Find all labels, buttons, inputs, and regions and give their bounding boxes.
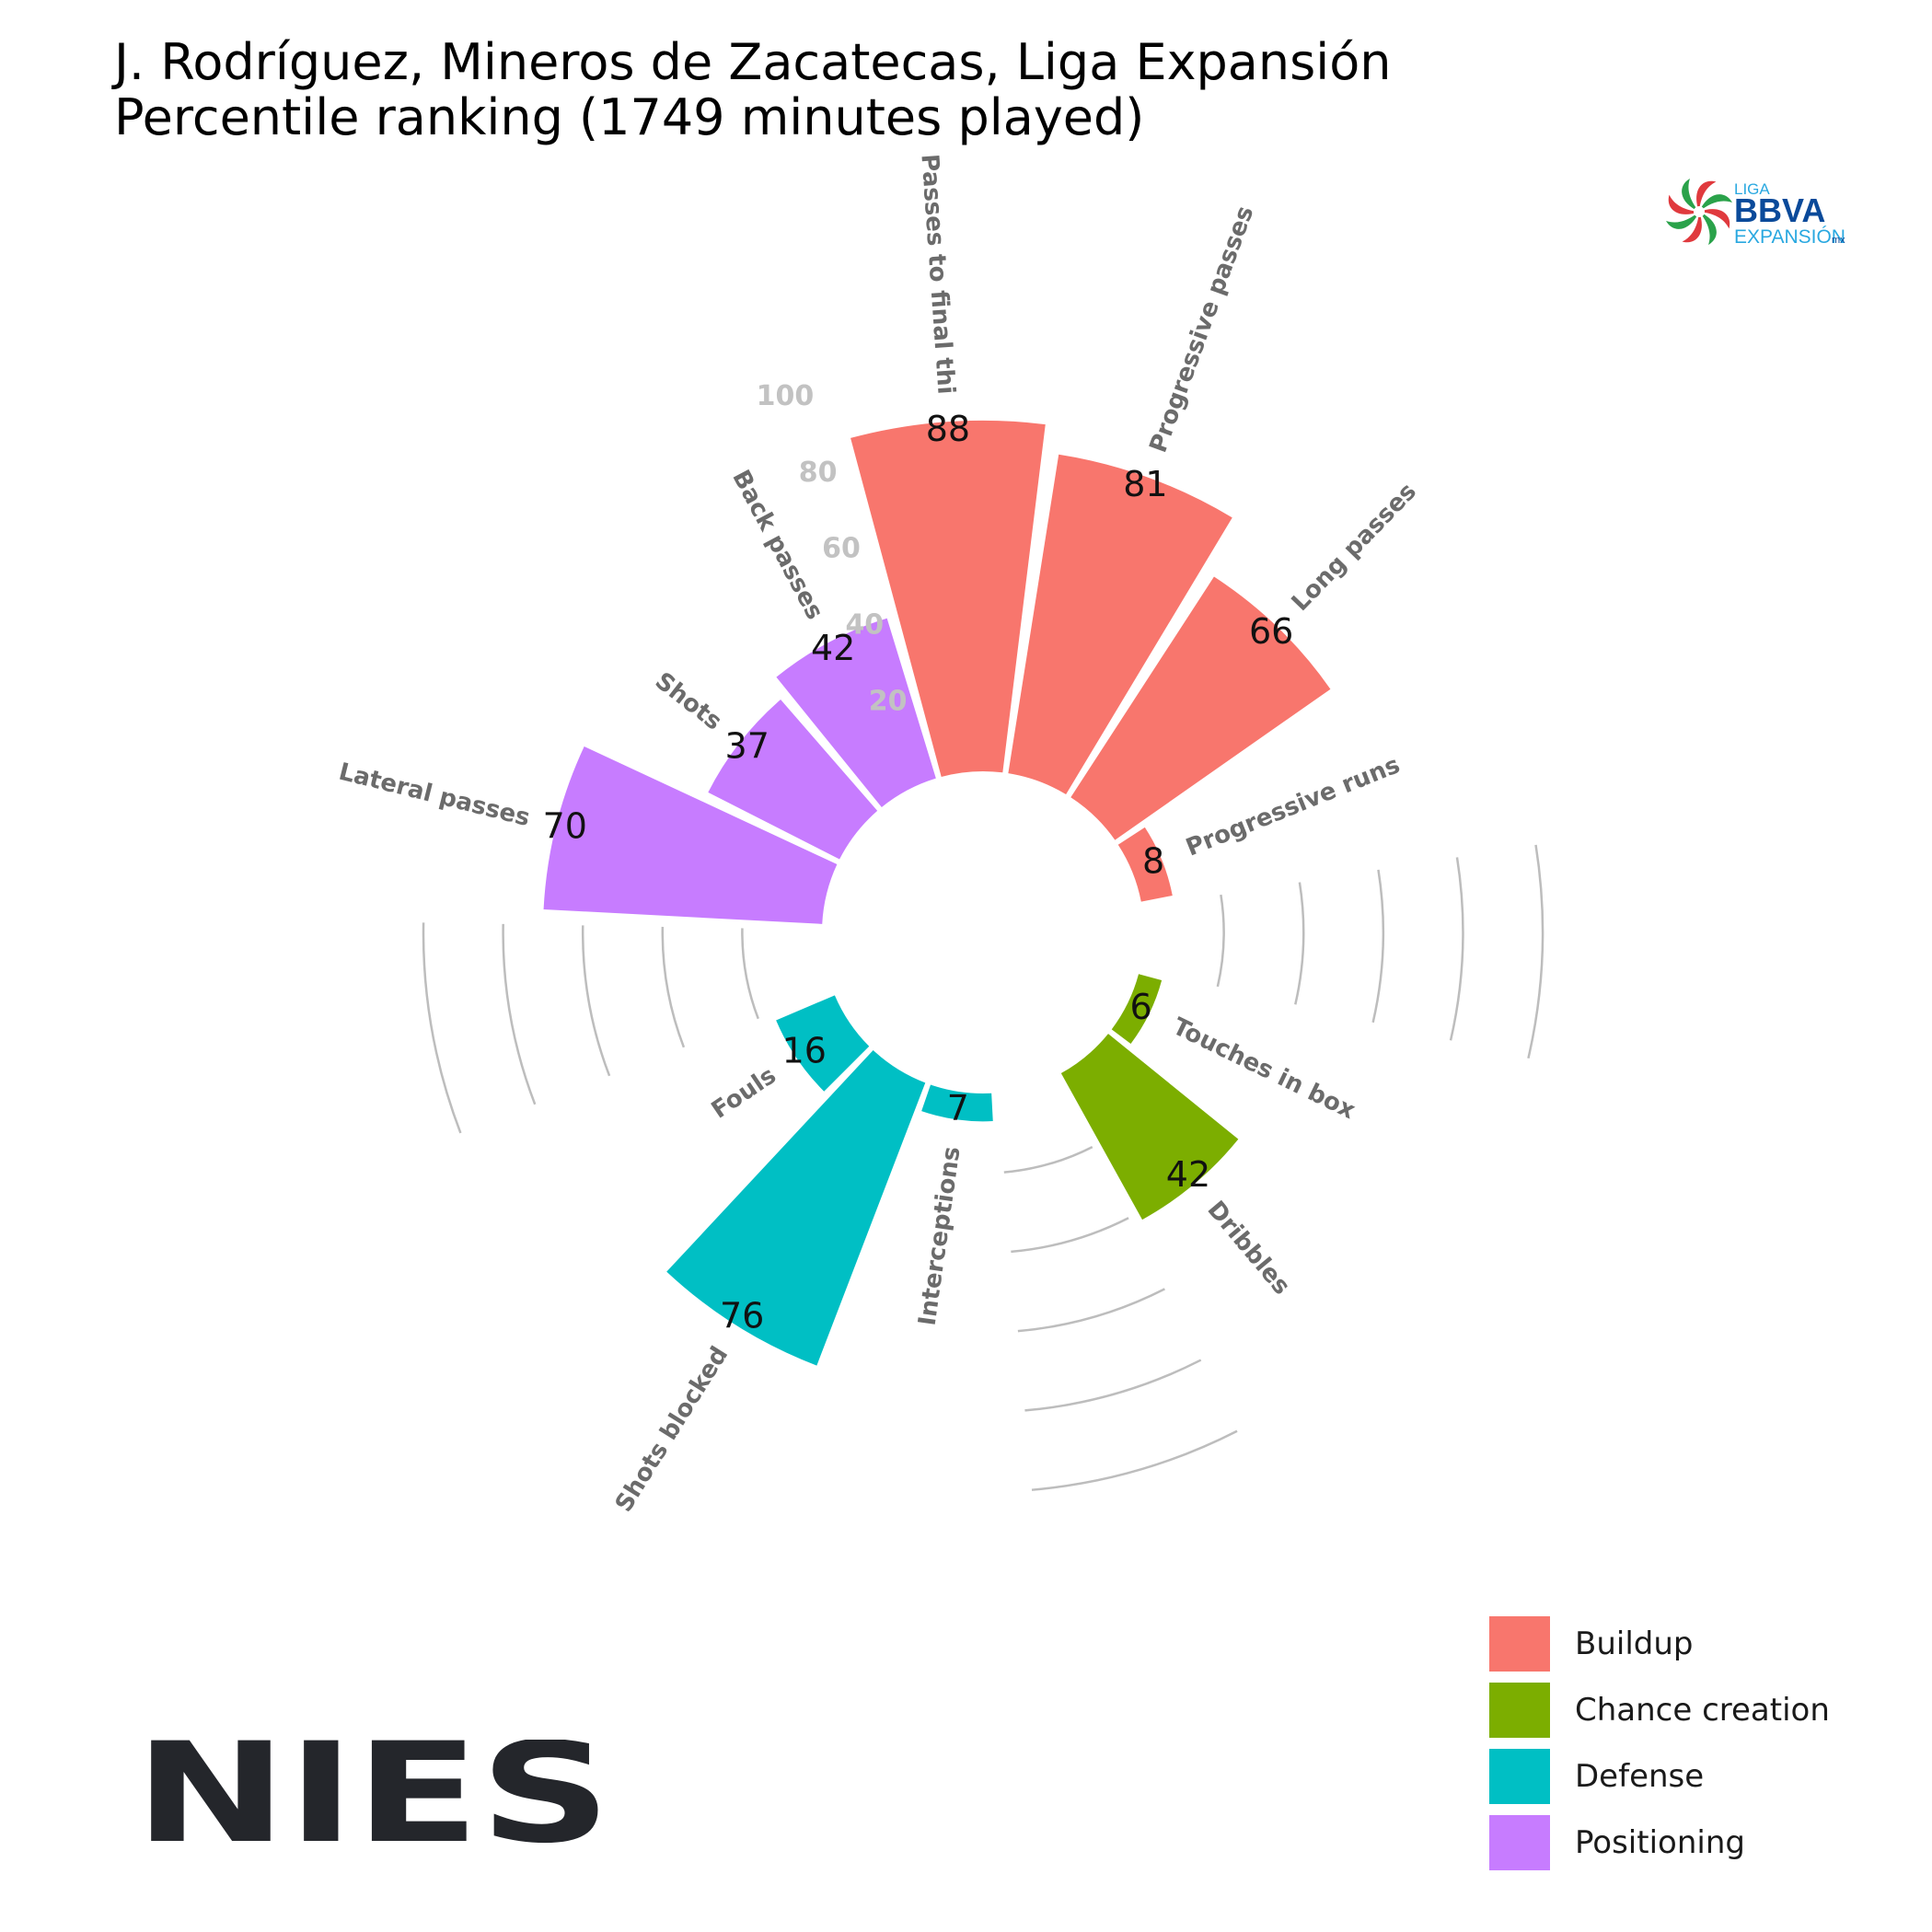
scale-ring-arc <box>1017 1288 1165 1333</box>
value-label-dribbles: 42 <box>1166 1154 1210 1195</box>
scale-tick-80: 80 <box>799 457 838 489</box>
bar-long-passes <box>1070 576 1331 840</box>
legend-label: Defense <box>1575 1758 1705 1795</box>
value-label-passes-to-final-thi: 88 <box>926 409 970 449</box>
bar-shots-blocked <box>666 1049 926 1366</box>
legend-item-chance-creation: Chance creation <box>1489 1683 1876 1743</box>
scale-ring-arc <box>661 926 686 1048</box>
legend-swatch <box>1489 1616 1550 1672</box>
scale-ring-arc <box>1371 869 1385 1024</box>
metric-label-shots: Shots <box>650 667 727 736</box>
league-logo-line3: EXPANSIÓN <box>1734 226 1845 248</box>
value-label-lateral-passes: 70 <box>543 805 587 846</box>
chart-title-line2: Percentile ranking (1749 minutes played) <box>114 88 1145 146</box>
scale-tick-20: 20 <box>869 685 908 717</box>
chart-title: J. Rodríguez, Mineros de Zacatecas, Liga… <box>114 35 1392 145</box>
bar-passes-to-final-thi <box>850 420 1046 777</box>
league-logo-suffix: mx <box>1832 235 1845 246</box>
value-label-interceptions: 7 <box>947 1088 969 1128</box>
bars <box>543 420 1331 1366</box>
value-label-progressive-runs: 8 <box>1142 841 1164 882</box>
value-label-shots-blocked: 76 <box>720 1296 764 1336</box>
metric-label-progressive-passes: Progressive passes <box>1145 202 1260 457</box>
bar-shots <box>708 700 878 860</box>
scale-tick-40: 40 <box>845 609 884 642</box>
value-label-long-passes: 66 <box>1249 611 1293 652</box>
bar-back-passes <box>776 618 936 807</box>
scale-ring-arc <box>1024 1359 1202 1412</box>
scale-ring-arc <box>582 925 611 1077</box>
metric-labels: Passes to final thi Progressive passesLon… <box>336 153 1422 1517</box>
bar-lateral-passes <box>543 746 838 924</box>
legend-label: Chance creation <box>1575 1692 1830 1729</box>
scale-ring-arc <box>1294 882 1305 1005</box>
scale-ring-arc <box>1449 857 1464 1041</box>
bar-touches-in-box <box>1111 974 1163 1044</box>
bar-interceptions <box>921 1084 993 1122</box>
brand-logo-text: NIES <box>134 1740 611 1850</box>
chart-title-line1: J. Rodríguez, Mineros de Zacatecas, Liga… <box>114 33 1392 91</box>
value-label-progressive-passes: 81 <box>1123 464 1167 504</box>
metric-label-passes-to-final-thi: Passes to final thi <box>915 153 959 395</box>
league-logo-line1: LIGA <box>1734 180 1770 198</box>
legend-swatch <box>1489 1815 1550 1870</box>
league-logo-emblem <box>1666 179 1732 245</box>
metric-label-shots-blocked: Shots blocked <box>610 1342 734 1517</box>
scale-ring-arc <box>1031 1429 1238 1491</box>
scale-ring-arc <box>502 923 537 1105</box>
legend-item-defense: Defense <box>1489 1749 1876 1810</box>
metric-label-interceptions: Interceptions <box>914 1145 966 1327</box>
metric-label-fouls: Fouls <box>707 1062 781 1125</box>
legend-swatch <box>1489 1749 1550 1804</box>
scale-ring-arc <box>741 928 759 1020</box>
league-logo: LIGA BBVA EXPANSIÓN mx <box>1666 179 1845 248</box>
scale-rings <box>422 844 1544 1491</box>
value-label-touches-in-box: 6 <box>1130 987 1152 1027</box>
scale-tick-labels: 20 40 60 80 100 <box>757 380 908 717</box>
bar-progressive-runs <box>1117 827 1173 902</box>
legend-item-buildup: Buildup <box>1489 1616 1876 1677</box>
metric-label-lateral-passes: Lateral passes <box>336 758 533 833</box>
metric-label-long-passes: Long passes <box>1287 478 1422 617</box>
value-label-shots: 37 <box>725 725 769 766</box>
value-labels: 88 81 66 8 6 42 7 76 16 70 37 42 <box>543 409 1294 1336</box>
metric-label-back-passes: Back passes <box>726 466 828 624</box>
scale-ring-arc <box>1527 844 1544 1059</box>
legend-swatch <box>1489 1683 1550 1738</box>
bar-fouls <box>776 995 870 1092</box>
brand-logo: NIES <box>134 1740 611 1850</box>
scale-ring-arc <box>1003 1145 1093 1174</box>
value-label-fouls: 16 <box>782 1031 827 1071</box>
legend-label: Positioning <box>1575 1824 1745 1861</box>
scale-tick-100: 100 <box>757 380 815 412</box>
bar-dribbles <box>1060 1034 1239 1221</box>
scale-ring-arc <box>1011 1217 1129 1254</box>
league-logo-line2: BBVA <box>1734 191 1825 229</box>
metric-label-dribbles: Dribbles <box>1202 1196 1296 1300</box>
legend-label: Buildup <box>1575 1625 1694 1662</box>
bar-progressive-passes <box>1008 454 1232 794</box>
scale-ring-arc <box>422 922 462 1134</box>
scale-tick-60: 60 <box>822 533 861 565</box>
value-label-back-passes: 42 <box>811 628 855 668</box>
legend-item-positioning: Positioning <box>1489 1815 1876 1876</box>
scale-ring-arc <box>1216 894 1225 988</box>
